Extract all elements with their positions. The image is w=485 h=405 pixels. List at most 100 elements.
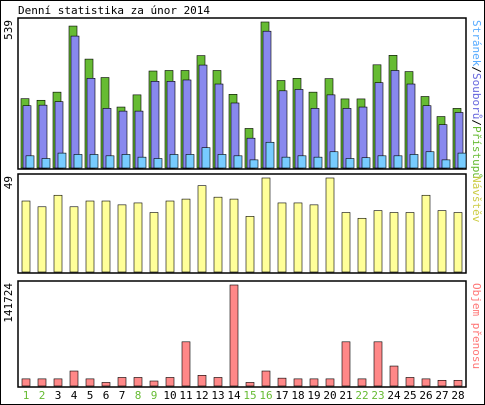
legend-separator: / <box>470 66 483 73</box>
panel-max-label: 141724 <box>2 283 15 323</box>
x-label-day-24: 24 <box>387 389 401 402</box>
bar-objem-p-enosu-day-18 <box>293 378 303 387</box>
bar-soubor--day-23 <box>374 82 384 169</box>
x-label-day-14: 14 <box>227 389 241 402</box>
bar-objem-p-enosu-day-15 <box>245 382 255 387</box>
chart-title: Denní statistika za únor 2014 <box>18 4 210 17</box>
bar-str-nek-day-13 <box>217 154 227 169</box>
x-axis-day-labels: 1 2 3 4 5 6 7 8 9 10 11 12 13 14 15 16 17 18 19 20 21 22 23 24 2… <box>23 389 465 402</box>
bar-str-nek-day-16 <box>265 141 275 169</box>
bar-n-v-t-v-day-19 <box>309 204 319 273</box>
bar-str-nek-day-26 <box>425 151 435 169</box>
bar-objem-p-enosu-day-26 <box>421 378 431 387</box>
bar-objem-p-enosu-day-22 <box>357 378 367 387</box>
bar-str-nek-day-2 <box>41 158 51 169</box>
x-label-day-16: 16 <box>259 389 272 402</box>
bar-n-v-t-v-day-25 <box>405 212 415 273</box>
bar-objem-p-enosu-day-24 <box>389 365 399 387</box>
bar-objem-p-enosu-day-23 <box>373 341 383 387</box>
bar-n-v-t-v-day-5 <box>85 200 95 273</box>
legend-entry-1: Stránek <box>470 20 483 67</box>
bar-n-v-t-v-day-2 <box>37 206 47 273</box>
x-label-day-21: 21 <box>339 389 352 402</box>
bar-n-v-t-v-day-4 <box>69 206 79 273</box>
bar-n-v-t-v-day-12 <box>197 185 207 273</box>
bar-str-nek-day-6 <box>105 155 115 169</box>
bar-str-nek-day-25 <box>409 154 419 169</box>
bar-soubor--day-17 <box>278 90 288 169</box>
bar-str-nek-day-17 <box>281 156 291 169</box>
x-label-day-7: 7 <box>119 389 126 402</box>
panel-legend: Návštěv <box>470 176 483 223</box>
bar-objem-p-enosu-day-17 <box>277 377 287 387</box>
bar-objem-p-enosu-day-20 <box>325 378 335 387</box>
bar-n-v-t-v-day-9 <box>149 212 159 273</box>
panel-legend: Stránek/Souborů/Přístupů <box>470 20 483 179</box>
x-label-day-9: 9 <box>151 389 158 402</box>
bar-soubor--day-9 <box>150 81 160 169</box>
bar-n-v-t-v-day-15 <box>245 216 255 273</box>
bar-objem-p-enosu-day-3 <box>53 378 63 387</box>
bar-n-v-t-v-day-17 <box>277 202 287 273</box>
bar-str-nek-day-18 <box>297 155 307 169</box>
x-label-day-6: 6 <box>103 389 110 402</box>
bar-objem-p-enosu-day-27 <box>437 379 447 387</box>
legend-entry-2: Souborů <box>470 73 483 119</box>
bar-objem-p-enosu-day-14 <box>229 284 239 387</box>
x-label-day-11: 11 <box>179 389 192 402</box>
bar-n-v-t-v-day-22 <box>357 217 367 273</box>
x-label-day-3: 3 <box>55 389 62 402</box>
panel-max-label: 539 <box>2 20 15 40</box>
bar-n-v-t-v-day-24 <box>389 212 399 273</box>
bar-str-nek-day-7 <box>121 154 131 169</box>
bar-str-nek-day-9 <box>153 158 163 169</box>
bar-n-v-t-v-day-13 <box>213 196 223 273</box>
x-label-day-8: 8 <box>135 389 142 402</box>
bar-str-nek-day-1 <box>25 155 35 169</box>
bar-n-v-t-v-day-28 <box>453 212 463 273</box>
bar-str-nek-day-22 <box>361 157 371 169</box>
bar-objem-p-enosu-day-19 <box>309 378 319 387</box>
bar-objem-p-enosu-day-16 <box>261 370 271 387</box>
bar-str-nek-day-20 <box>329 151 339 169</box>
panel-frame <box>17 173 467 274</box>
bar-str-nek-day-21 <box>345 158 355 169</box>
bar-objem-p-enosu-day-5 <box>85 378 95 387</box>
bar-objem-p-enosu-day-2 <box>37 378 47 387</box>
x-label-day-1: 1 <box>23 389 30 402</box>
bar-str-nek-day-15 <box>249 159 259 169</box>
bar-soubor--day-24 <box>390 70 400 169</box>
bar-str-nek-day-10 <box>169 154 179 169</box>
bar-n-v-t-v-day-6 <box>101 200 111 273</box>
x-label-day-20: 20 <box>323 389 336 402</box>
bar-n-v-t-v-day-16 <box>261 177 271 273</box>
bar-n-v-t-v-day-14 <box>229 198 239 273</box>
x-label-day-15: 15 <box>243 389 256 402</box>
bar-n-v-t-v-day-27 <box>437 210 447 273</box>
bar-n-v-t-v-day-18 <box>293 202 303 273</box>
bar-str-nek-day-11 <box>185 154 195 169</box>
bar-objem-p-enosu-day-13 <box>213 377 223 387</box>
x-label-day-2: 2 <box>39 389 46 402</box>
panel-3: 141724 Objem přenosu <box>2 280 483 388</box>
bar-objem-p-enosu-day-1 <box>21 378 31 387</box>
panel-frame <box>17 280 467 388</box>
bar-objem-p-enosu-day-6 <box>101 382 111 387</box>
x-label-day-23: 23 <box>371 389 384 402</box>
panel-1: 539 Stránek/Souborů/Přístupů <box>2 17 483 179</box>
bar-n-v-t-v-day-11 <box>181 198 191 273</box>
legend-entry-1: Návštěv <box>470 176 483 223</box>
bar-objem-p-enosu-day-8 <box>133 377 143 387</box>
bar-soubor--day-4 <box>70 35 80 169</box>
bar-objem-p-enosu-day-9 <box>149 380 159 387</box>
bar-str-nek-day-23 <box>377 155 387 169</box>
panel-legend: Objem přenosu <box>470 283 483 369</box>
bar-str-nek-day-4 <box>73 154 83 169</box>
bar-n-v-t-v-day-23 <box>373 210 383 273</box>
bar-str-nek-day-14 <box>233 155 243 169</box>
x-label-day-28: 28 <box>451 389 464 402</box>
bar-n-v-t-v-day-8 <box>133 202 143 273</box>
panel-2: 49 Návštěv <box>2 173 483 274</box>
x-label-day-18: 18 <box>291 389 304 402</box>
x-label-day-10: 10 <box>163 389 176 402</box>
